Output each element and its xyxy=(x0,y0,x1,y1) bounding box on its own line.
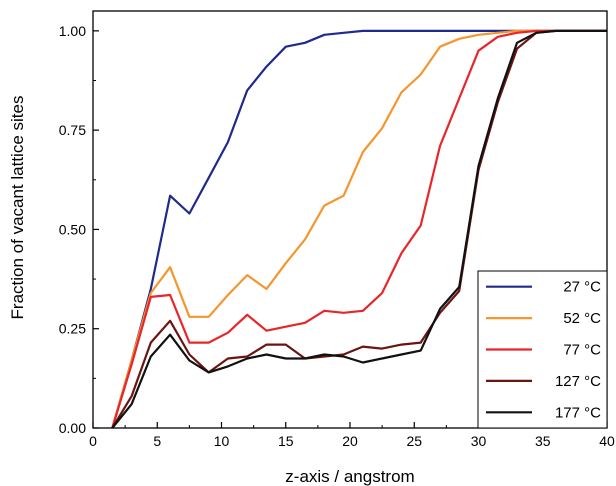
y-tick-label: 0.75 xyxy=(59,122,86,138)
x-tick-label: 10 xyxy=(214,433,230,449)
plot-lines xyxy=(111,29,607,429)
legend: 27 °C 52 °C 77 °C 127 °C 177 °C xyxy=(477,270,608,429)
legend-label-3: 127 °C xyxy=(555,373,601,390)
legend-label-2: 77 °C xyxy=(563,342,601,359)
x-tick-label: 0 xyxy=(89,433,97,449)
x-tick-label: 20 xyxy=(342,433,358,449)
series-line-2 xyxy=(111,29,607,429)
legend-label-1: 52 °C xyxy=(563,310,601,327)
x-tick-label: 30 xyxy=(471,433,487,449)
legend-label-0: 27 °C xyxy=(563,279,601,296)
y-tick-label: 1.00 xyxy=(59,23,86,39)
x-axis: 0 5 10 15 20 25 30 35 40 xyxy=(89,422,615,449)
x-tick-label: 5 xyxy=(153,433,161,449)
x-tick-label: 25 xyxy=(406,433,422,449)
series-line-4 xyxy=(111,29,607,429)
y-axis: 0.00 0.25 0.50 0.75 1.00 xyxy=(59,23,99,436)
series-line-3 xyxy=(111,29,607,429)
y-tick-label: 0.50 xyxy=(59,221,86,237)
x-tick-label: 40 xyxy=(599,433,615,449)
y-tick-label: 0.00 xyxy=(59,420,86,436)
legend-label-4: 177 °C xyxy=(555,404,601,421)
y-tick-label: 0.25 xyxy=(59,321,86,337)
x-tick-label: 35 xyxy=(535,433,551,449)
x-tick-label: 15 xyxy=(278,433,294,449)
y-axis-title: Fraction of vacant lattice sites xyxy=(8,96,27,320)
x-axis-title: z-axis / angstrom xyxy=(285,467,414,486)
